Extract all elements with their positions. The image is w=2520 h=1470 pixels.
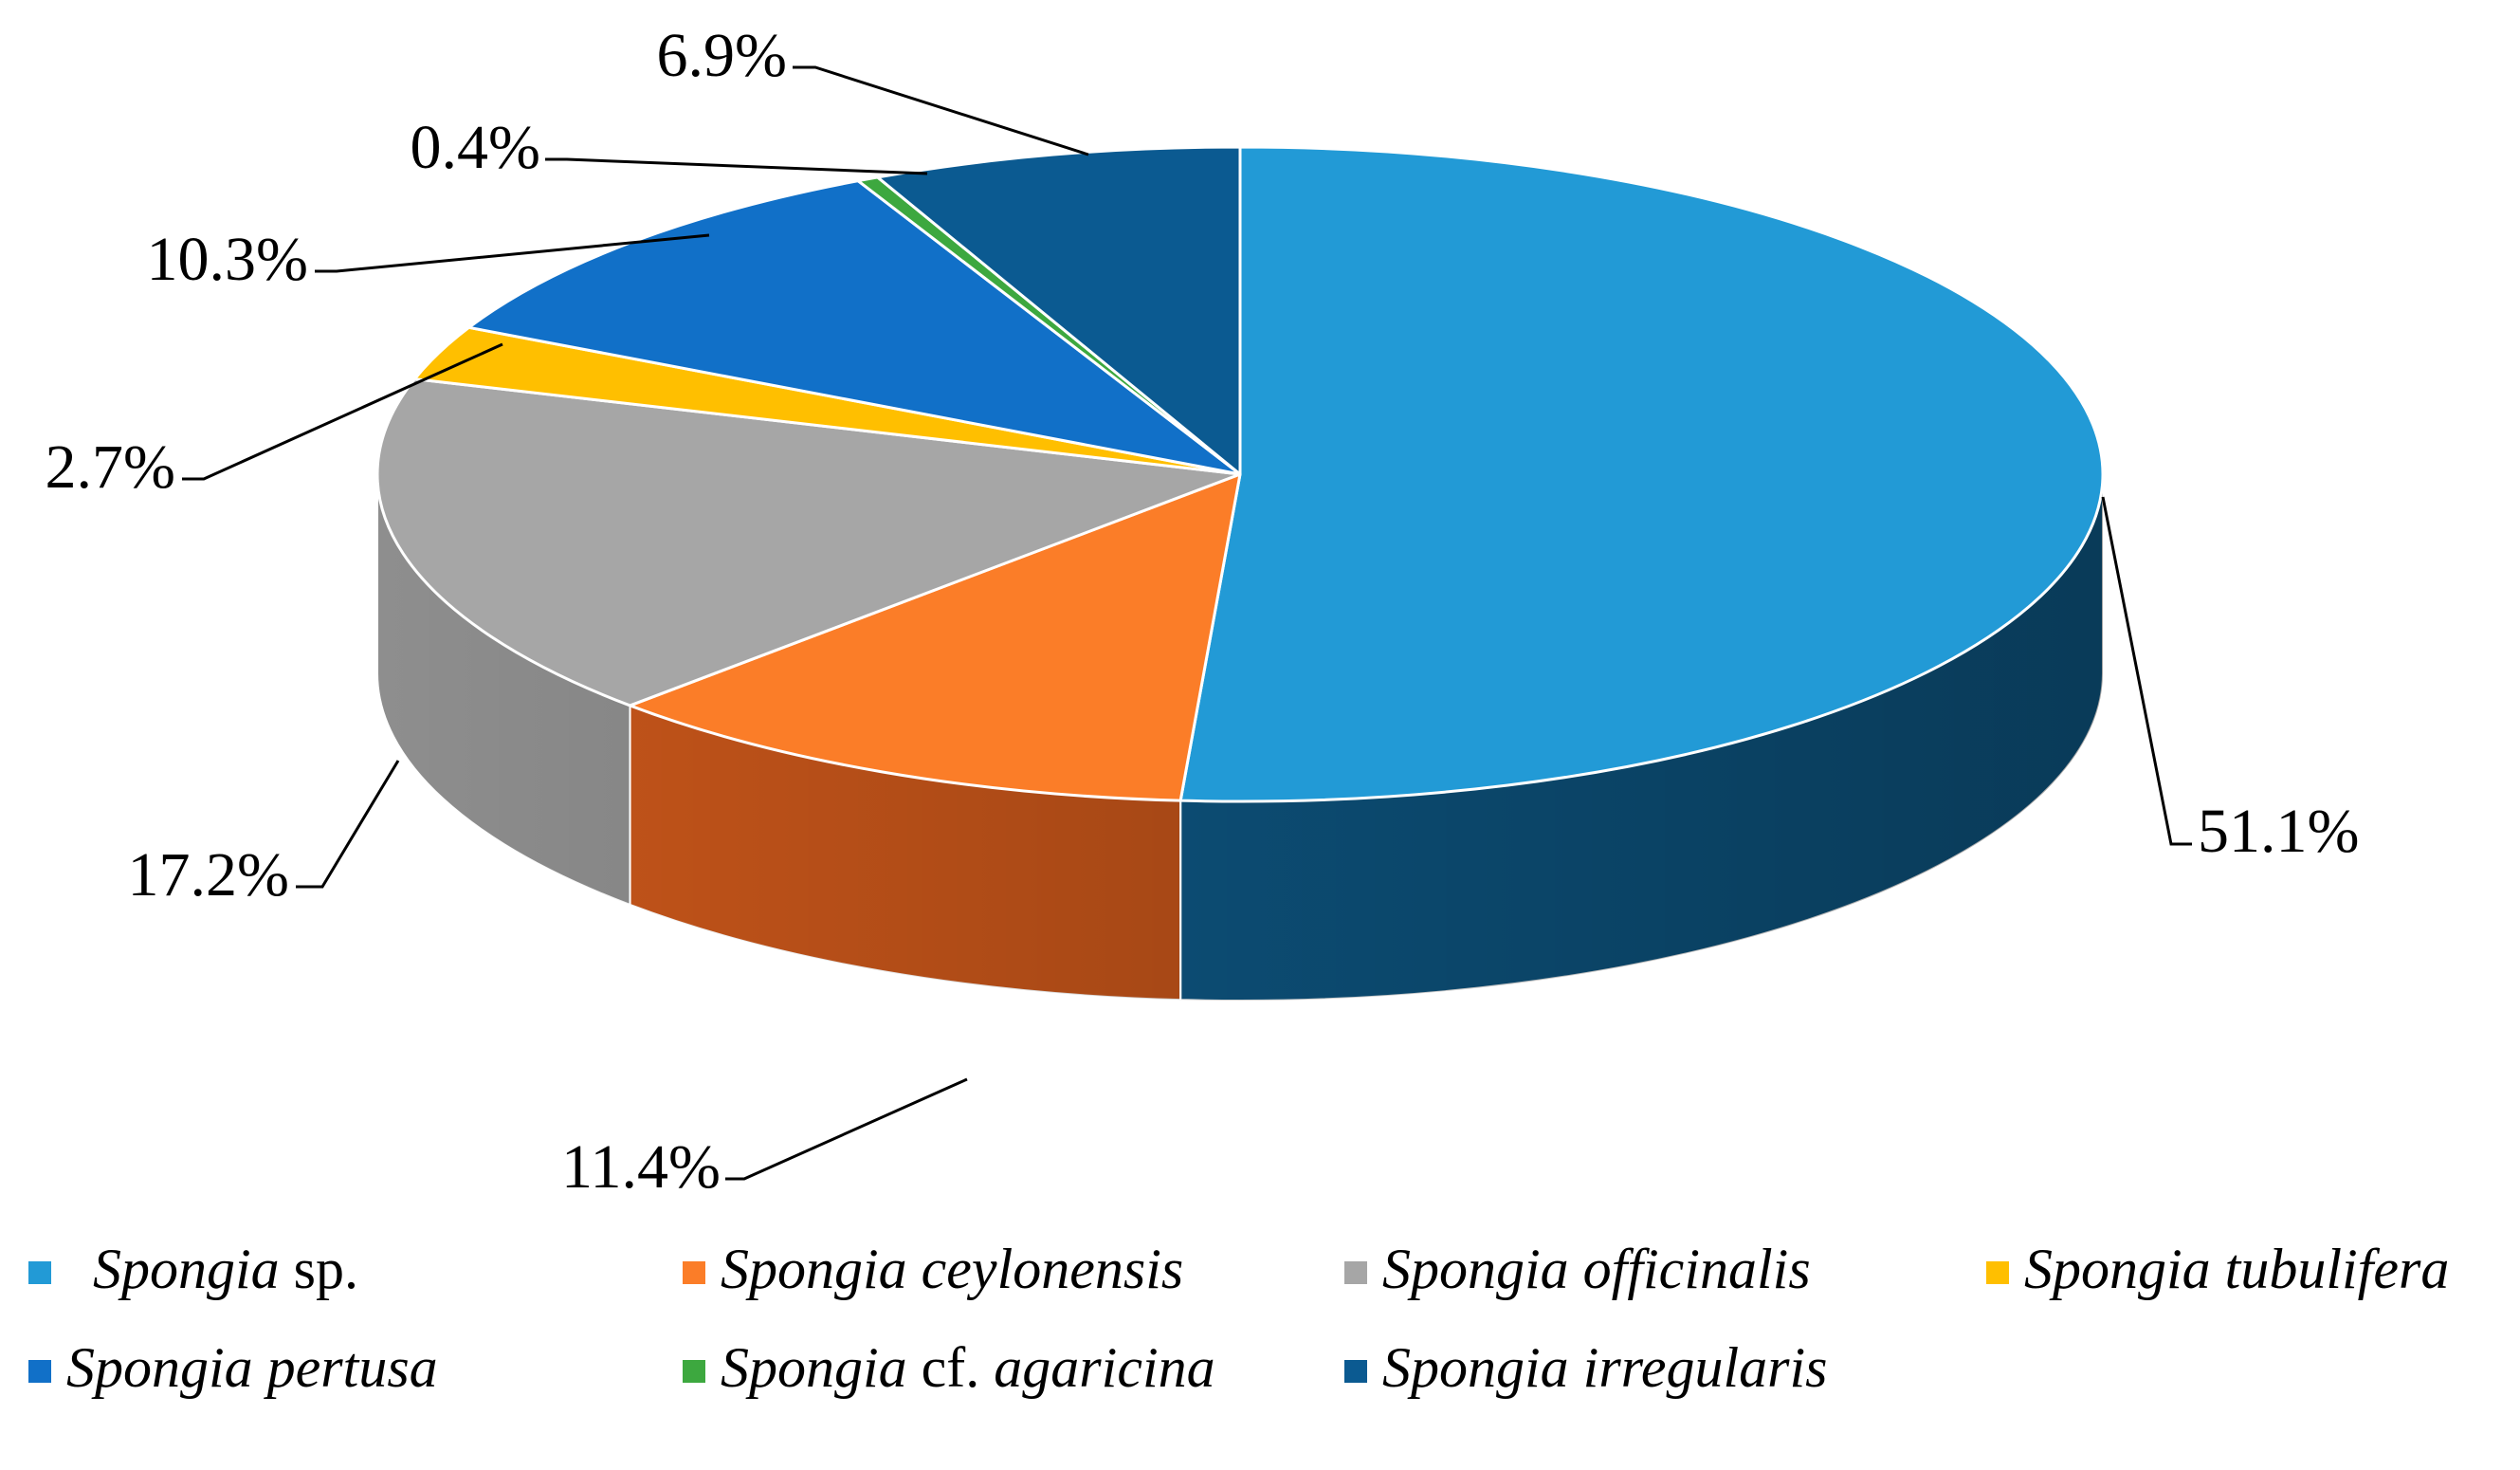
legend-item-spongia-irregularis: Spongia irregularis [1344, 1336, 1827, 1399]
legend-label: Spongia tubulifera [2024, 1238, 2449, 1300]
leader-line-spongia-ceylonensis [725, 1077, 968, 1181]
legend-item-spongia-ceylonensis: Spongia ceylonensis [683, 1238, 1183, 1300]
slice-spongia-officinalis [375, 377, 1242, 707]
data-label-spongia-irregularis: 6.9% [657, 21, 787, 90]
data-label-spongia-ceylonensis: 11.4% [561, 1132, 721, 1202]
leader-line-spongia-tubulifera [182, 342, 503, 481]
legend-epithet: ceylonensis [907, 1238, 1184, 1300]
legend-item-spongia-cf-agaricina: Spongia cf. agaricina [683, 1336, 1215, 1399]
slice-spongia-ceylonensis [629, 472, 1242, 802]
legend-swatch [1344, 1261, 1367, 1284]
legend-label: Spongia ceylonensis [721, 1238, 1183, 1300]
legend-genus: Spongia [1382, 1336, 1569, 1399]
data-label-spongia-tubulifera: 2.7% [46, 432, 175, 502]
legend-genus: Spongia [1382, 1238, 1569, 1300]
legend-swatch [28, 1360, 51, 1383]
legend-genus: Spongia [721, 1238, 907, 1300]
legend-swatch [1344, 1360, 1367, 1383]
legend-epithet: irregularis [1569, 1336, 1828, 1399]
leader-line-spongia-pertusa [315, 233, 710, 273]
legend-suffix: sp. [280, 1238, 358, 1300]
slice-spongia-sp [1178, 145, 2105, 803]
data-label-spongia-cf-agaricina: 0.4% [411, 113, 540, 182]
legend-genus: Spongia [66, 1336, 253, 1399]
legend: Spongia sp. Spongia ceylonensis Spongia of… [28, 1238, 2449, 1399]
legend-swatch [683, 1261, 705, 1284]
leader-lines [182, 65, 2192, 1181]
legend-swatch [28, 1261, 51, 1284]
leader-line-spongia-sp [2101, 496, 2192, 846]
legend-epithet: tubulifera [2211, 1238, 2450, 1300]
legend-epithet: pertusa [253, 1336, 438, 1399]
legend-label: Spongia cf. agaricina [721, 1336, 1215, 1399]
legend-item-spongia-pertusa: Spongia pertusa [28, 1336, 438, 1399]
legend-label: Spongia sp. [93, 1238, 358, 1300]
data-labels: 51.1% 11.4% 17.2% 2.7% 10.3% 0.4% 6.9% [46, 21, 2360, 1202]
leader-line-spongia-officinalis [296, 760, 400, 889]
data-label-spongia-sp: 51.1% [2198, 797, 2359, 866]
legend-genus: Spongia [721, 1336, 907, 1399]
legend-swatch [1986, 1261, 2009, 1284]
legend-label: Spongia irregularis [1382, 1336, 1827, 1399]
legend-label: Spongia officinalis [1382, 1238, 1811, 1300]
legend-genus: Spongia [2024, 1238, 2211, 1300]
legend-item-spongia-tubulifera: Spongia tubulifera [1986, 1238, 2449, 1300]
leader-line-spongia-cf-agaricina [545, 157, 928, 175]
legend-item-spongia-officinalis: Spongia officinalis [1344, 1238, 1811, 1300]
legend-item-spongia-sp: Spongia sp. [28, 1238, 358, 1300]
legend-epithet: agaricina [979, 1336, 1214, 1399]
legend-swatch [683, 1360, 705, 1383]
legend-genus: Spongia [93, 1238, 280, 1300]
legend-epithet: officinalis [1569, 1238, 1811, 1300]
legend-prefix: cf. [907, 1336, 980, 1399]
leader-line-spongia-irregularis [793, 65, 1089, 156]
data-label-spongia-officinalis: 17.2% [128, 840, 289, 910]
data-label-spongia-pertusa: 10.3% [147, 225, 308, 294]
pie-tops [375, 145, 2105, 803]
legend-label: Spongia pertusa [66, 1336, 438, 1399]
